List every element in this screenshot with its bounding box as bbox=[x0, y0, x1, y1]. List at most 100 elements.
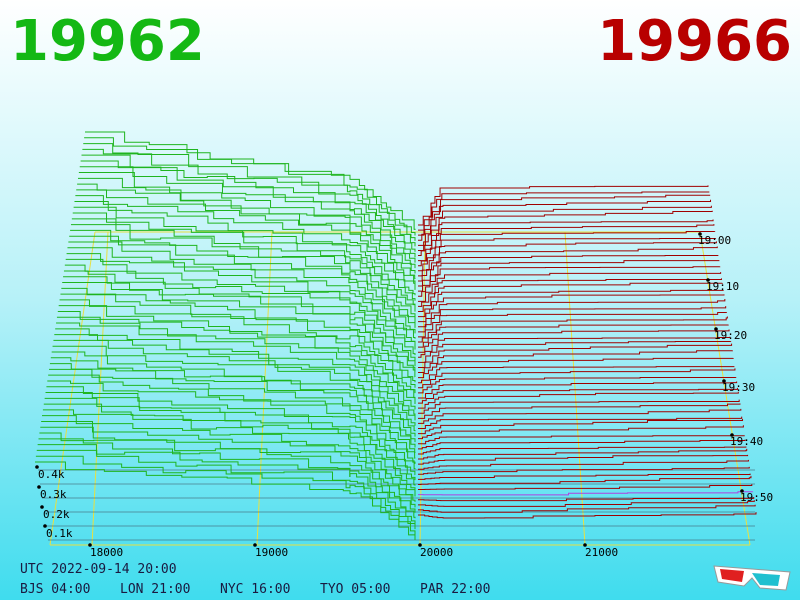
frame-line bbox=[91, 231, 109, 546]
bid-depth-line bbox=[60, 293, 416, 383]
ask-depth-line bbox=[418, 454, 749, 465]
ask-depth-line bbox=[418, 418, 744, 435]
price-label: 20000 bbox=[420, 546, 453, 559]
ask-depth-line bbox=[418, 381, 738, 399]
ask-depth-line bbox=[418, 435, 745, 445]
tick-dot bbox=[714, 327, 718, 331]
bid-depth-line bbox=[70, 224, 416, 318]
bid-depth-line bbox=[61, 287, 416, 378]
ask-depth-line bbox=[418, 439, 746, 450]
bid-depth-line bbox=[66, 253, 416, 345]
ask-depth-line bbox=[418, 266, 721, 297]
depth-label: 0.1k bbox=[46, 527, 73, 540]
frame bbox=[49, 231, 751, 546]
bid-depth-line bbox=[46, 386, 416, 470]
bid-depth-line bbox=[77, 177, 416, 274]
ask-depth-line bbox=[418, 199, 712, 241]
bid-depth-line bbox=[35, 461, 416, 540]
tick-dot bbox=[418, 543, 422, 547]
bid-depth-line bbox=[42, 415, 416, 497]
bid-depth-line bbox=[37, 444, 416, 524]
ask-depth-line bbox=[418, 336, 731, 358]
time-label: 19:40 bbox=[730, 435, 763, 448]
ask-depth-line bbox=[418, 512, 757, 519]
bid-depth-line bbox=[63, 270, 416, 361]
tick-dot bbox=[35, 465, 39, 469]
ask-depth-line bbox=[418, 491, 754, 496]
bid-depth-line bbox=[82, 148, 416, 247]
ask-depth-line bbox=[418, 260, 720, 292]
bid-depth-line bbox=[74, 200, 416, 296]
ask-depth-line bbox=[418, 377, 737, 394]
ask-depth-line bbox=[418, 194, 711, 236]
bid-depth-line bbox=[79, 166, 416, 263]
bid-depth-line bbox=[83, 143, 416, 241]
bid-depth-line bbox=[50, 357, 416, 443]
time-label: 19:00 bbox=[698, 234, 731, 247]
ask-depth-line bbox=[418, 311, 728, 338]
bid-depth-line bbox=[71, 218, 416, 312]
frame-line bbox=[419, 231, 426, 546]
ask-depth-line bbox=[418, 219, 714, 257]
ask-depth-line bbox=[418, 210, 713, 251]
time-label: 19:30 bbox=[722, 381, 755, 394]
ask-depth-line bbox=[418, 329, 730, 353]
bid-depth-line bbox=[47, 380, 416, 464]
tick-dot bbox=[583, 543, 587, 547]
ask-depth-line bbox=[418, 294, 725, 323]
ask-depth-line bbox=[418, 473, 751, 480]
ask-depth-line bbox=[418, 224, 715, 262]
depth-surface bbox=[35, 131, 757, 546]
ask-depth-line bbox=[418, 500, 755, 507]
bid-depth-line bbox=[36, 449, 416, 530]
bid-depth-line bbox=[48, 374, 416, 459]
bid-depth-line bbox=[57, 310, 416, 399]
ask-depth-line bbox=[418, 289, 724, 318]
ask-price: 19966 bbox=[597, 9, 792, 74]
ask-depth-line bbox=[418, 278, 722, 307]
ask-depth-line bbox=[418, 403, 741, 419]
ask-depth-line bbox=[418, 446, 747, 455]
ask-depth-line bbox=[418, 241, 717, 277]
ask-depth-line bbox=[418, 306, 727, 333]
tick-dot bbox=[706, 278, 710, 282]
bid-depth-line bbox=[58, 305, 416, 394]
price-label: 21000 bbox=[585, 546, 618, 559]
ask-depth-line bbox=[418, 324, 729, 348]
bid-depth-line bbox=[39, 432, 416, 513]
ask-depth-line bbox=[418, 387, 738, 404]
bid-depth-line bbox=[72, 212, 416, 307]
ask-depth-line bbox=[418, 343, 733, 368]
axis-labels: 18000 19000 20000 21000 0.4k 0.3k 0.2k 0.1k 19:0… bbox=[35, 232, 773, 559]
bid-depth-line bbox=[45, 392, 416, 476]
zone-time: NYC 16:00 bbox=[220, 582, 290, 597]
ask-depth-line bbox=[418, 504, 756, 513]
bid-depth-line bbox=[73, 206, 416, 301]
bid-depth-line bbox=[51, 351, 416, 437]
time-label: 19:10 bbox=[706, 280, 739, 293]
ask-depth-line bbox=[418, 237, 717, 272]
ask-depth-line bbox=[418, 185, 709, 226]
depth-label: 0.2k bbox=[43, 508, 70, 521]
ask-depth-line bbox=[418, 341, 732, 363]
bid-depth-line bbox=[44, 397, 416, 481]
bid-depth-line bbox=[70, 229, 416, 323]
bid-depth-line bbox=[43, 403, 416, 486]
zone-time: PAR 22:00 bbox=[420, 582, 490, 597]
bid-depth-line bbox=[68, 241, 416, 334]
bid-depth-line bbox=[59, 299, 416, 388]
bid-depth-line bbox=[35, 455, 416, 535]
bid-depth-line bbox=[76, 189, 416, 285]
zone-time: TYO 05:00 bbox=[320, 582, 390, 597]
tick-dot bbox=[740, 489, 744, 493]
bid-depth-line bbox=[84, 137, 416, 236]
price-label: 18000 bbox=[90, 546, 123, 559]
ask-depth-line bbox=[418, 357, 734, 379]
bid-depth-line bbox=[75, 195, 416, 290]
tick-dot bbox=[43, 524, 47, 528]
ask-depth-line bbox=[418, 459, 749, 470]
bid-depth-line bbox=[56, 322, 416, 410]
time-label: 19:50 bbox=[740, 491, 773, 504]
